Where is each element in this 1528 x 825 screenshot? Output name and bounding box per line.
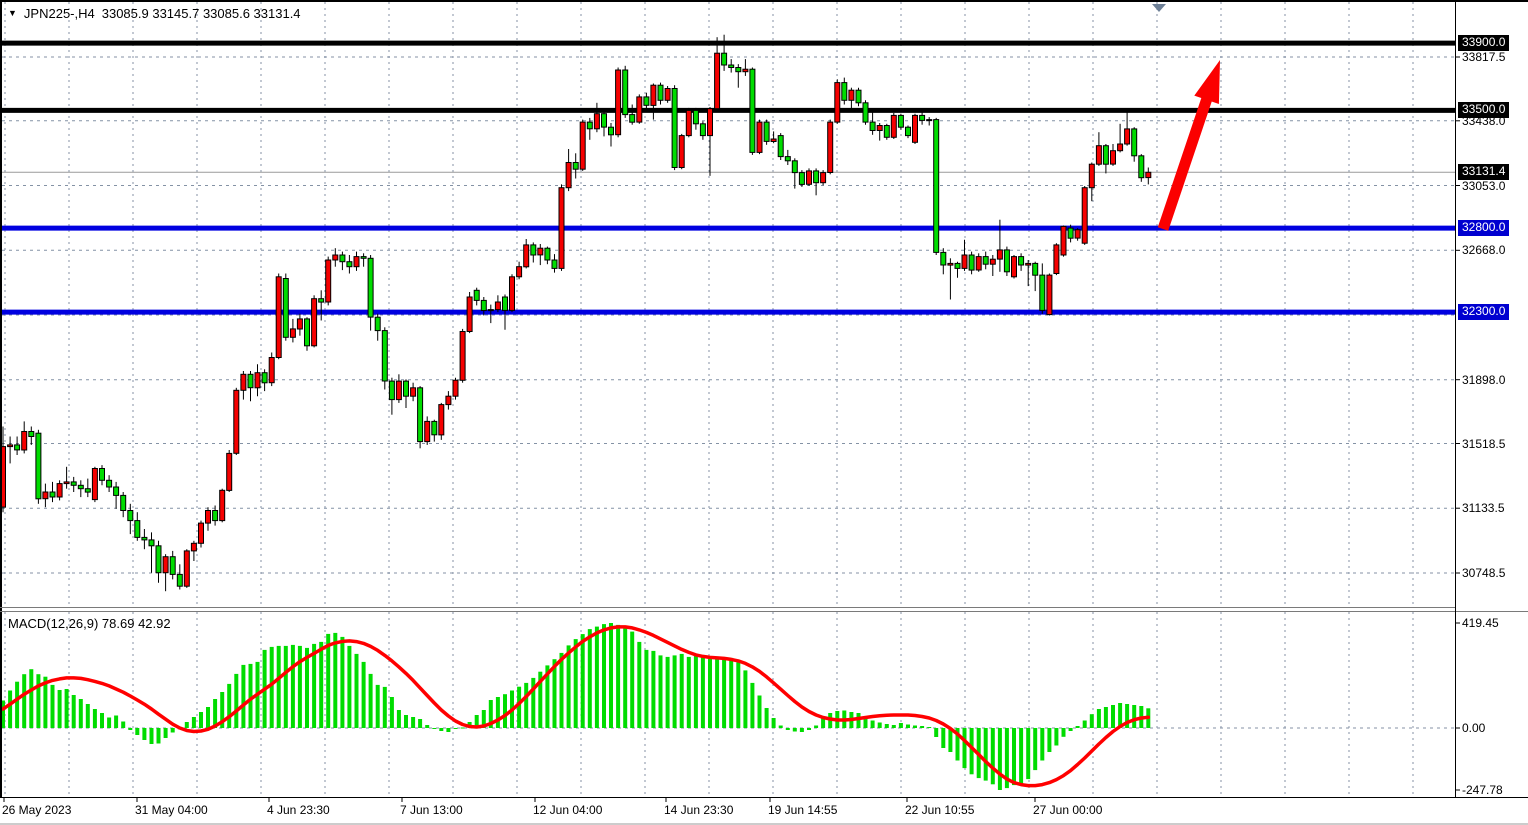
price-level-badge: 32800.0 — [1458, 220, 1510, 236]
price-tick-label: 31518.5 — [1462, 437, 1506, 451]
price-level-badge: 33131.4 — [1458, 164, 1510, 180]
macd-tick-label: 419.45 — [1462, 616, 1499, 630]
ohlc-readout: 33085.9 33145.7 33085.6 33131.4 — [101, 6, 301, 21]
time-tick-label: 22 Jun 10:55 — [905, 803, 975, 817]
horizontal-gridlines — [2, 56, 1455, 729]
time-tick-label: 4 Jun 23:30 — [267, 803, 330, 817]
time-tick-label: 12 Jun 04:00 — [533, 803, 603, 817]
candlesticks — [0, 34, 1152, 592]
time-tick-label: 27 Jun 00:00 — [1033, 803, 1103, 817]
price-tick-label: 33817.5 — [1462, 50, 1506, 64]
price-tick-label: 30748.5 — [1462, 566, 1506, 580]
chart-title-bar: ▼ JPN225-,H4 33085.9 33145.7 33085.6 331… — [8, 6, 301, 21]
price-tick-label: 32668.0 — [1462, 243, 1506, 257]
vertical-gridlines — [4, 2, 1414, 797]
macd-tick-label: 0.00 — [1462, 721, 1486, 735]
trend-arrow[interactable] — [1157, 60, 1220, 231]
price-level-badge: 32300.0 — [1458, 304, 1510, 320]
chart-shift-marker-icon[interactable] — [1152, 4, 1166, 12]
price-tick-label: 31133.5 — [1462, 501, 1505, 515]
macd-signal-line — [1, 625, 1151, 788]
macd-indicator-label: MACD(12,26,9) 78.69 42.92 — [8, 616, 171, 631]
symbol-period-label: JPN225-,H4 — [23, 6, 95, 21]
time-tick-label: 19 Jun 14:55 — [768, 803, 838, 817]
price-level-badge: 33500.0 — [1458, 102, 1510, 118]
indicator-collapse-icon[interactable]: ▼ — [8, 8, 17, 18]
time-tick-label: 31 May 04:00 — [135, 803, 208, 817]
price-tick-label: 31898.0 — [1462, 373, 1506, 387]
price-tick-label: 33053.0 — [1462, 179, 1506, 193]
time-tick-label: 14 Jun 23:30 — [664, 803, 734, 817]
price-level-badge: 33900.0 — [1458, 35, 1510, 51]
time-tick-label: 26 May 2023 — [2, 803, 72, 817]
macd-tick-label: -247.78 — [1462, 783, 1503, 797]
time-tick-label: 7 Jun 13:00 — [400, 803, 463, 817]
